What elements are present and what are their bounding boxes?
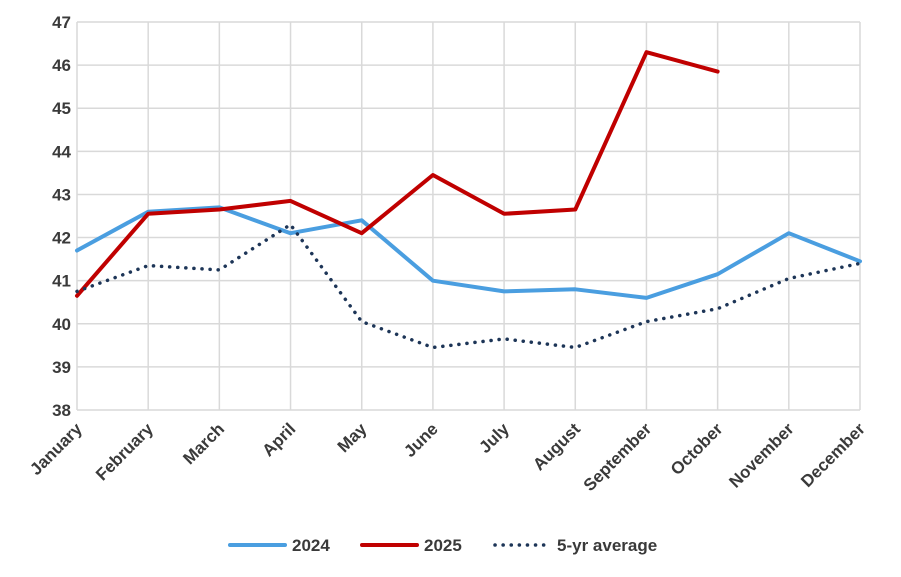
x-tick-label-december: December (797, 419, 869, 491)
point-5-yr-average-september (644, 320, 648, 324)
point-2025-february (146, 212, 150, 216)
x-tick-label-february: February (92, 419, 157, 484)
point-2024-july (502, 289, 506, 293)
point-5-yr-average-january (75, 289, 79, 293)
y-tick-label: 46 (52, 56, 71, 75)
point-2024-june (431, 279, 435, 283)
series-lines (75, 50, 862, 350)
point-2025-october (716, 70, 720, 74)
point-2025-may (360, 231, 364, 235)
point-5-yr-average-may (360, 320, 364, 324)
series-line-2025 (75, 50, 720, 298)
point-2025-january (75, 294, 79, 298)
point-5-yr-average-february (146, 264, 150, 268)
point-2024-january (75, 248, 79, 252)
y-tick-label: 47 (52, 13, 71, 32)
point-2025-june (431, 173, 435, 177)
grid (76, 21, 861, 411)
legend-label-5-yr-average: 5-yr average (557, 536, 657, 555)
point-2024-april (289, 231, 293, 235)
x-tick-label-august: August (529, 419, 584, 474)
point-2025-july (502, 212, 506, 216)
x-tick-label-september: September (580, 419, 656, 495)
y-tick-label: 44 (52, 142, 71, 161)
series-line-5-yr-average (75, 222, 862, 350)
x-axis-ticks: January February March April May June July Augu… (26, 419, 869, 495)
x-tick-label-june: June (400, 419, 441, 460)
x-tick-label-july: July (475, 419, 513, 457)
point-5-yr-average-december (858, 261, 862, 265)
point-5-yr-average-june (431, 345, 435, 349)
y-tick-label: 43 (52, 185, 71, 204)
point-2024-august (573, 287, 577, 291)
x-tick-label-april: April (259, 419, 300, 460)
point-2024-october (716, 272, 720, 276)
point-5-yr-average-october (716, 307, 720, 311)
series-line-2024 (75, 205, 862, 300)
x-tick-label-november: November (725, 419, 797, 491)
point-2025-september (644, 50, 648, 54)
point-5-yr-average-march (217, 268, 221, 272)
x-tick-label-may: May (334, 419, 371, 456)
point-2025-april (289, 199, 293, 203)
point-5-yr-average-july (502, 337, 506, 341)
y-tick-label: 40 (52, 315, 71, 334)
point-2024-september (644, 296, 648, 300)
point-5-yr-average-april (289, 223, 293, 227)
point-2025-march (217, 208, 221, 212)
y-tick-label: 42 (52, 229, 71, 248)
y-axis-ticks: 38 39 40 41 42 43 44 45 46 47 (52, 13, 71, 420)
point-2024-may (360, 218, 364, 222)
x-tick-label-october: October (667, 419, 727, 479)
point-2025-august (573, 208, 577, 212)
legend-label-2024: 2024 (292, 536, 330, 555)
y-tick-label: 45 (52, 99, 71, 118)
point-5-yr-average-november (787, 277, 791, 281)
legend-label-2025: 2025 (424, 536, 462, 555)
x-tick-label-march: March (179, 419, 228, 468)
x-tick-label-january: January (26, 419, 86, 479)
legend: 2024 2025 5-yr average (228, 536, 657, 555)
y-tick-label: 38 (52, 401, 71, 420)
point-2024-november (787, 231, 791, 235)
y-tick-label: 39 (52, 358, 71, 377)
y-tick-label: 41 (52, 272, 71, 291)
point-5-yr-average-august (573, 345, 577, 349)
